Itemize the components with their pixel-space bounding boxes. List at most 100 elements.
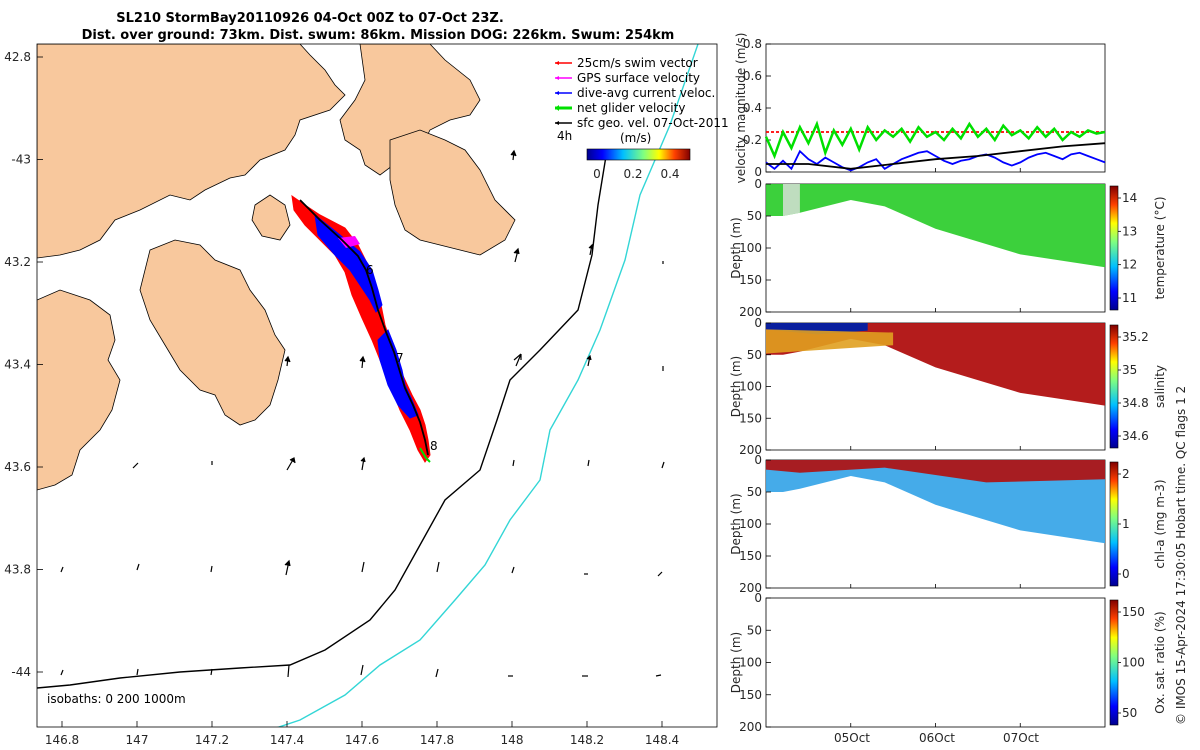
velocity-ytick-label: 0.6 xyxy=(743,69,762,83)
colorbar-tick-label: 2 xyxy=(1122,467,1130,481)
current-arrow xyxy=(284,355,291,367)
section-ytick-label: 100 xyxy=(739,656,762,670)
section-colorbar xyxy=(1109,185,1119,311)
map-xtick-label: 148 xyxy=(501,733,524,747)
current-arrow xyxy=(360,456,366,471)
current-arrow xyxy=(436,561,440,573)
section-colorbar-label: Ox. sat. ratio (%) xyxy=(1153,611,1167,713)
legend-label: dive-avg current veloc. xyxy=(577,86,715,100)
section-axes xyxy=(765,597,1106,728)
section-ytick-label: 0 xyxy=(754,316,762,330)
current-arrow xyxy=(60,669,64,676)
section-panel-chl-a: 0 50 100 150 200 Depth (m) 2 1 0 chl-a (mg m-3) xyxy=(729,453,1167,595)
colorbar-tick-label: 34.8 xyxy=(1122,396,1149,410)
section-ytick-label: 50 xyxy=(747,623,762,637)
section-panel-temperature: 0 50 100 150 200 Depth (m) 14 13 12 11 temperature… xyxy=(729,177,1167,319)
current-arrow xyxy=(210,565,213,573)
isobath-1000m xyxy=(276,44,699,727)
section-colorbar-label: temperature (°C) xyxy=(1153,197,1167,300)
track-time-label: 4h xyxy=(557,129,572,143)
current-arrow xyxy=(359,355,366,369)
map-colorbar-tick: 0 xyxy=(593,167,601,181)
velocity-series xyxy=(764,120,1106,172)
current-arrow xyxy=(132,462,139,469)
land-tasman-island xyxy=(251,194,291,241)
velocity-panel: 0 0.2 0.4 0.6 0.8 velocity magnitude (m/s) xyxy=(734,33,1106,184)
section-ytick-label: 50 xyxy=(747,209,762,223)
section-ytick-label: 0 xyxy=(754,591,762,605)
colorbar-tick-label: 50 xyxy=(1122,706,1137,720)
section-data-field xyxy=(766,184,1105,268)
gps-surface-velocity-marks xyxy=(338,236,360,248)
section-ylabel: Depth (m) xyxy=(729,217,743,278)
current-arrow xyxy=(286,457,296,471)
velocity-ytick-label: 0 xyxy=(754,165,762,179)
map-xtick-label: 146.8 xyxy=(45,733,79,747)
legend-entry-sfc-geo: sfc geo. vel. 07-Oct-2011 xyxy=(555,116,729,130)
current-arrow xyxy=(511,566,515,574)
velocity-axes xyxy=(765,43,1106,173)
map-colorbar-tick: 0.4 xyxy=(660,167,679,181)
day-marker-6: 6 xyxy=(366,263,374,277)
legend-entry-dive-avg: dive-avg current veloc. xyxy=(555,86,715,100)
xtick-07oct: 07Oct xyxy=(1003,731,1039,745)
glider-path-line xyxy=(299,199,429,456)
title-line-2: Dist. over ground: 73km. Dist. swum: 86k… xyxy=(82,28,675,43)
section-colorbar xyxy=(1109,599,1119,726)
velocity-ylabel: velocity magnitude (m/s) xyxy=(734,33,748,184)
map-colorbar-tick: 0.2 xyxy=(623,167,642,181)
section-colorbar xyxy=(1109,461,1119,587)
map-panel: 6 7 8 isobaths: 0 200 1000m 146.8 147 147.… xyxy=(4,43,729,747)
title-line-1: SL210 StormBay20110926 04-Oct 00Z to 07-… xyxy=(116,11,504,26)
section-ytick-label: 200 xyxy=(739,443,762,457)
isobaths-label: isobaths: 0 200 1000m xyxy=(47,692,186,706)
current-arrow xyxy=(287,664,290,678)
section-ylabel: Depth (m) xyxy=(729,356,743,417)
colorbar-tick-label: 1 xyxy=(1122,517,1130,531)
colorbar-tick-label: 11 xyxy=(1122,291,1137,305)
map-ytick-label: 43.2 xyxy=(4,255,31,269)
map-xtick-label: 147.4 xyxy=(270,733,304,747)
velocity-ytick-label: 0.2 xyxy=(743,133,762,147)
map-ytick-label: 42.8 xyxy=(4,50,31,64)
velocity-ytick-label: 0.8 xyxy=(743,37,762,51)
legend-label: net glider velocity xyxy=(577,101,685,115)
colorbar-tick-label: 35 xyxy=(1122,363,1137,377)
current-arrow xyxy=(513,247,520,263)
current-arrow xyxy=(136,668,139,676)
land-east-mid xyxy=(389,129,516,256)
section-ytick-label: 100 xyxy=(739,517,762,531)
current-arrow xyxy=(586,354,592,367)
colorbar-tick-label: 150 xyxy=(1122,605,1145,619)
map-ytick-label: 43.4 xyxy=(4,358,31,372)
current-arrow xyxy=(361,561,365,573)
current-arrow xyxy=(655,674,662,677)
current-arrow xyxy=(513,353,522,367)
legend-entry-gps-velocity: GPS surface velocity xyxy=(555,71,700,85)
colorbar-tick-label: 100 xyxy=(1122,656,1145,670)
section-ytick-label: 50 xyxy=(747,348,762,362)
map-ytick-label: -43 xyxy=(11,153,31,167)
colorbar-tick-label: 12 xyxy=(1122,258,1137,272)
section-ytick-label: 100 xyxy=(739,380,762,394)
colorbar-tick-label: 35.2 xyxy=(1122,330,1149,344)
current-arrow-field xyxy=(60,149,665,678)
current-arrow xyxy=(360,664,364,676)
isobath-200m xyxy=(37,149,608,689)
section-panel-salinity: 0 50 100 150 200 Depth (m) 35.2 35 34.8 34.6 salin… xyxy=(729,316,1167,457)
dive-avg-current-track xyxy=(314,213,419,419)
xtick-06oct: 06Oct xyxy=(919,731,955,745)
section-ytick-label: 200 xyxy=(739,720,762,734)
current-arrow xyxy=(588,243,594,256)
colorbar-tick-label: 14 xyxy=(1122,191,1137,205)
section-ytick-label: 150 xyxy=(739,549,762,563)
section-ytick-label: 100 xyxy=(739,241,762,255)
legend-label: GPS surface velocity xyxy=(577,71,700,85)
section-colorbar xyxy=(1109,324,1119,449)
map-colorbar-title: (m/s) xyxy=(620,131,651,145)
current-arrow xyxy=(661,461,665,469)
map-xtick-label: 148.4 xyxy=(645,733,679,747)
map-xtick-label: 148.2 xyxy=(570,733,604,747)
